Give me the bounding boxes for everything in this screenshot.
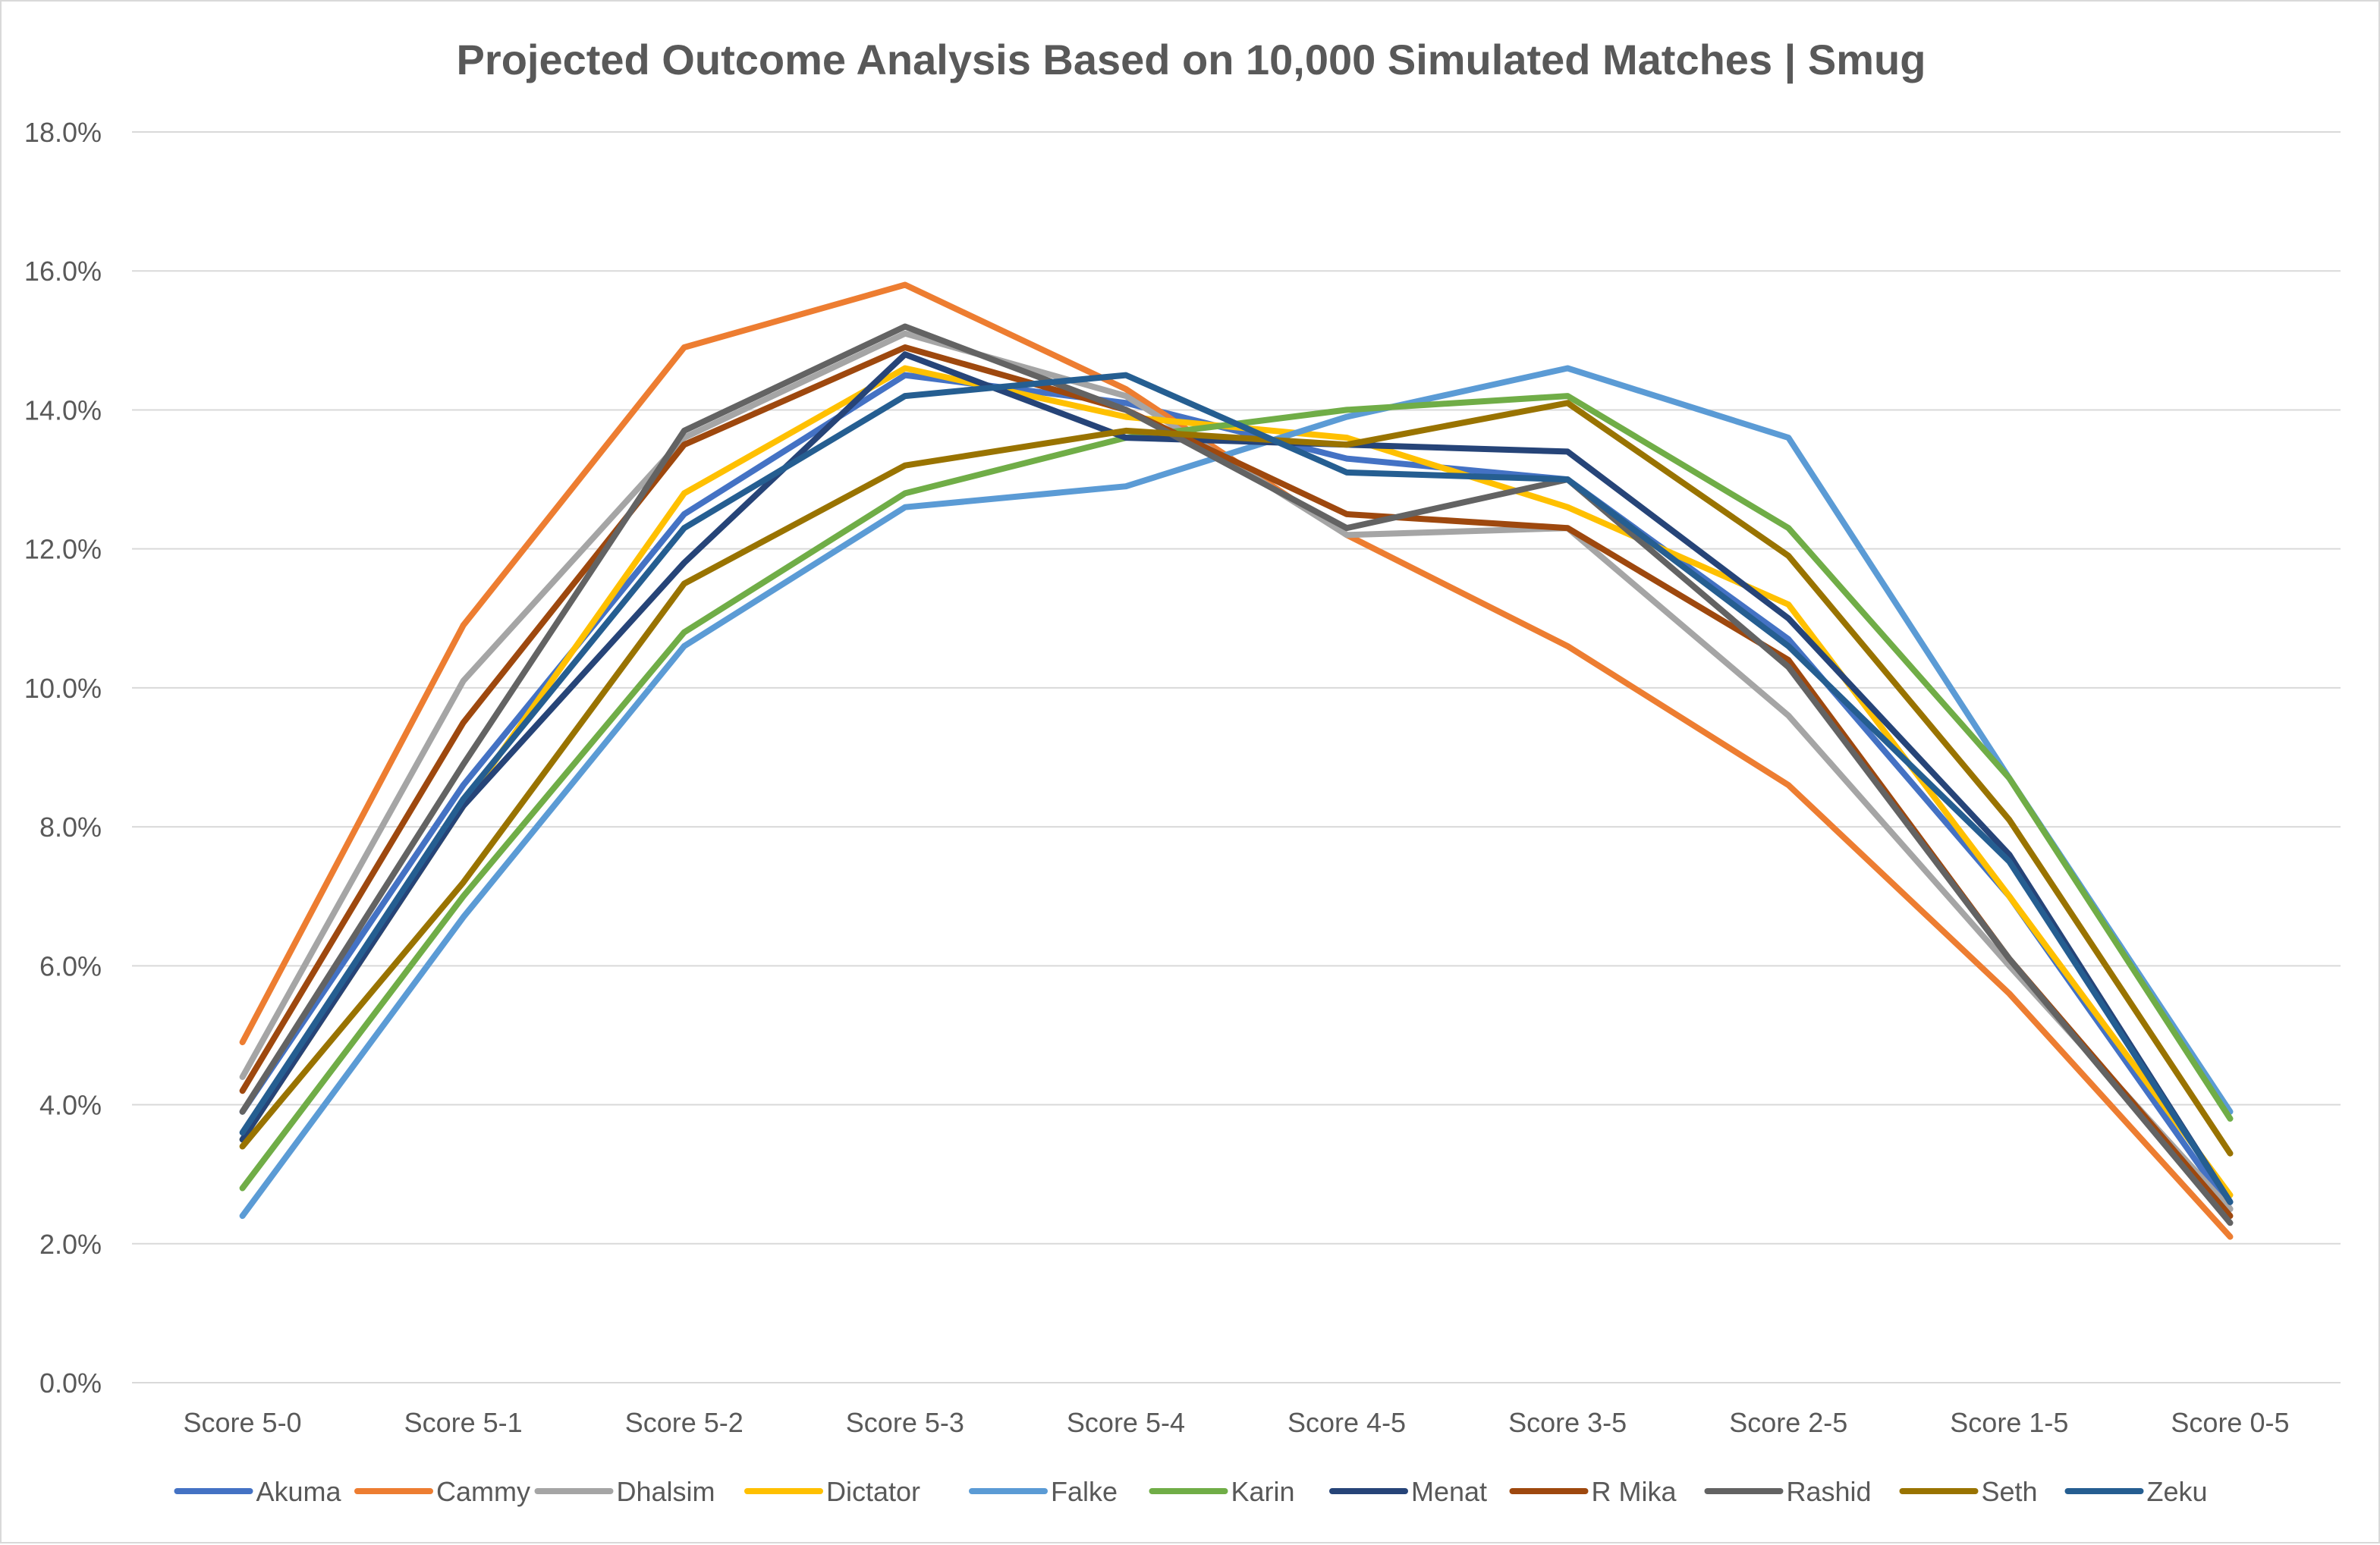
x-tick-label: Score 5-4 — [1067, 1407, 1185, 1438]
series-line-menat — [239, 351, 2234, 1205]
series-line-seth — [239, 400, 2234, 1157]
y-tick-label: 2.0% — [39, 1229, 102, 1260]
legend-item-rashid: Rashid — [1704, 1476, 1872, 1507]
legend-item-cammy: Cammy — [354, 1476, 530, 1507]
x-axis-labels: Score 5-0 Score 5-1 Score 5-2 Score 5-3 Scor… — [184, 1407, 2290, 1438]
x-tick-label: Score 5-2 — [625, 1407, 744, 1438]
series-line-falke — [239, 365, 2234, 1220]
y-tick-label: 10.0% — [24, 673, 102, 704]
legend-item-falke: Falke — [969, 1476, 1118, 1507]
legend-label: Rashid — [1787, 1476, 1872, 1507]
legend-label: R Mika — [1592, 1476, 1677, 1507]
chart-title: Projected Outcome Analysis Based on 10,0… — [457, 36, 1926, 84]
legend-label: Dictator — [826, 1476, 920, 1507]
x-tick-label: Score 3-5 — [1508, 1407, 1627, 1438]
legend-item-menat: Menat — [1329, 1476, 1487, 1507]
legend-item-karin: Karin — [1149, 1476, 1295, 1507]
x-tick-label: Score 1-5 — [1950, 1407, 2068, 1438]
x-tick-label: Score 0-5 — [2171, 1407, 2289, 1438]
legend-item-dictator: Dictator — [744, 1476, 920, 1507]
legend-label: Karin — [1231, 1476, 1295, 1507]
series-line-zeku — [239, 372, 2234, 1205]
legend-label: Seth — [1982, 1476, 2038, 1507]
legend-item-zeku: Zeku — [2064, 1476, 2208, 1507]
legend-item-r-mika: R Mika — [1509, 1476, 1677, 1507]
legend-label: Falke — [1051, 1476, 1118, 1507]
gridlines — [132, 131, 2341, 1383]
legend-label: Cammy — [436, 1476, 530, 1507]
series-lines — [239, 281, 2234, 1240]
legend: Akuma Cammy Dhalsim Dictator Falke Karin Menat… — [174, 1476, 2208, 1507]
legend-label: Menat — [1411, 1476, 1487, 1507]
x-tick-label: Score 4-5 — [1287, 1407, 1406, 1438]
y-tick-label: 8.0% — [39, 812, 102, 843]
y-axis-labels: 0.0% 2.0% 4.0% 6.0% 8.0% 10.0% 12.0% 14.0% 16.0%… — [24, 117, 102, 1399]
legend-label: Dhalsim — [617, 1476, 715, 1507]
x-tick-label: Score 5-1 — [404, 1407, 523, 1438]
legend-item-seth: Seth — [1899, 1476, 2038, 1507]
y-tick-label: 0.0% — [39, 1368, 102, 1399]
legend-item-akuma: Akuma — [174, 1476, 342, 1507]
x-tick-label: Score 5-3 — [846, 1407, 964, 1438]
series-line-dhalsim — [239, 330, 2234, 1212]
x-tick-label: Score 2-5 — [1729, 1407, 1847, 1438]
y-tick-label: 6.0% — [39, 950, 102, 981]
legend-label: Akuma — [256, 1476, 342, 1507]
y-tick-label: 16.0% — [24, 256, 102, 287]
legend-label: Zeku — [2147, 1476, 2208, 1507]
series-line-rashid — [239, 323, 2234, 1226]
y-tick-label: 12.0% — [24, 534, 102, 565]
y-tick-label: 14.0% — [24, 394, 102, 426]
y-tick-label: 18.0% — [24, 117, 102, 148]
x-tick-label: Score 5-0 — [184, 1407, 302, 1438]
legend-item-dhalsim: Dhalsim — [534, 1476, 715, 1507]
y-tick-label: 4.0% — [39, 1090, 102, 1121]
